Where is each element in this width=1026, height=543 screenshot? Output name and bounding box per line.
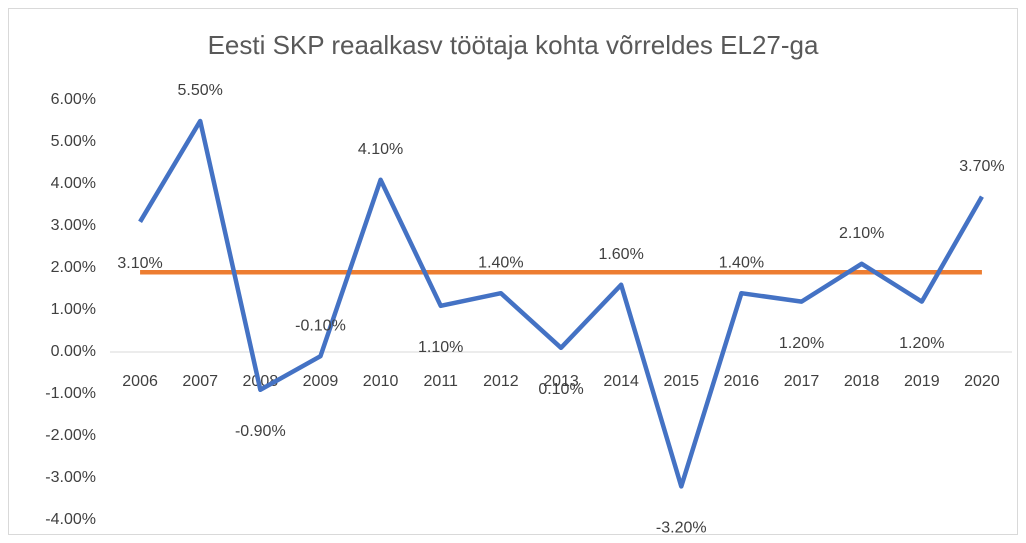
y-tick-label: -4.00% [45, 511, 96, 528]
data-label: -0.10% [295, 317, 346, 334]
y-tick-label: 1.00% [51, 301, 96, 318]
x-tick-label: 2009 [303, 373, 339, 390]
data-label: -3.20% [656, 520, 707, 537]
y-tick-label: 6.00% [51, 91, 96, 108]
y-tick-label: 5.00% [51, 133, 96, 150]
x-tick-label: 2007 [182, 373, 218, 390]
x-tick-label: 2013 [543, 373, 579, 390]
x-tick-label: 2006 [122, 373, 158, 390]
y-tick-label: 2.00% [51, 259, 96, 276]
x-tick-label: 2012 [483, 373, 519, 390]
x-tick-label: 2020 [964, 373, 1000, 390]
chart-title: Eesti SKP reaalkasv töötaja kohta võrrel… [208, 30, 819, 60]
data-label: 1.20% [779, 335, 824, 352]
data-label: 3.70% [959, 158, 1004, 175]
x-tick-label: 2016 [724, 373, 760, 390]
y-tick-label: 4.00% [51, 175, 96, 192]
y-tick-label: -2.00% [45, 427, 96, 444]
x-tick-label: 2011 [424, 373, 459, 390]
data-label: 4.10% [358, 141, 403, 158]
x-tick-label: 2014 [603, 373, 639, 390]
data-label: 1.60% [598, 246, 643, 263]
x-tick-label: 2017 [784, 373, 820, 390]
x-tick-label: 2015 [663, 373, 699, 390]
data-label: 5.50% [178, 82, 223, 99]
x-tick-label: 2019 [904, 373, 940, 390]
data-label: 2.10% [839, 225, 884, 242]
y-tick-label: 3.00% [51, 217, 96, 234]
data-label: -0.90% [235, 423, 286, 440]
x-tick-label: 2010 [363, 373, 399, 390]
data-label: 0.10% [538, 381, 583, 398]
x-tick-label: 2018 [844, 373, 880, 390]
y-tick-label: -3.00% [45, 469, 96, 486]
data-label: 1.40% [478, 254, 523, 271]
y-tick-label: 0.00% [51, 343, 96, 360]
data-label: 3.10% [117, 255, 162, 272]
data-label: 1.10% [418, 339, 463, 356]
data-label: 1.40% [719, 254, 764, 271]
data-label: 1.20% [899, 335, 944, 352]
series-line [138, 118, 984, 489]
y-tick-label: -1.00% [45, 385, 96, 402]
